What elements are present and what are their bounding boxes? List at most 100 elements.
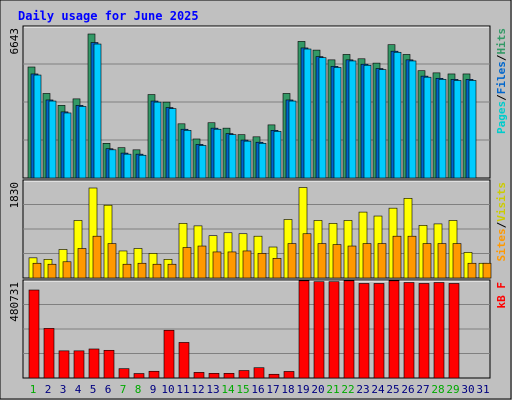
x-tick-label-day-31: 31 xyxy=(476,383,489,396)
legend-item: Visits xyxy=(495,182,508,222)
x-tick-label-day-27: 27 xyxy=(416,383,429,396)
bar-pages-day-5 xyxy=(93,43,102,179)
bar-sites-day-2 xyxy=(47,263,57,279)
legend: Pages/Files/Hits xyxy=(495,28,508,134)
bar-sites-day-9 xyxy=(152,263,162,279)
bar-pages-day-2 xyxy=(48,100,57,179)
x-tick-label-day-11: 11 xyxy=(176,383,189,396)
bar-kb-f-day-4 xyxy=(73,350,85,379)
bar-sites-day-20 xyxy=(317,243,327,279)
panel-bottom: 480731 kB F xyxy=(8,279,508,379)
bar-kb-f-day-9 xyxy=(148,370,160,379)
bar-kb-f-day-18 xyxy=(283,371,295,379)
bar-kb-f-day-16 xyxy=(253,367,265,379)
bar-kb-f-day-12 xyxy=(193,372,205,379)
legend-item: Sites xyxy=(495,228,508,261)
x-tick-label-day-9: 9 xyxy=(150,383,157,396)
bar-sites-day-8 xyxy=(137,262,147,279)
x-tick-label-day-21: 21 xyxy=(326,383,339,396)
bar-sites-day-15 xyxy=(242,250,252,279)
x-tick-label-day-12: 12 xyxy=(191,383,204,396)
max-value-label: 6643 xyxy=(8,28,21,55)
bar-sites-day-16 xyxy=(257,253,267,279)
bar-sites-day-13 xyxy=(212,251,222,279)
x-tick-label-day-4: 4 xyxy=(75,383,82,396)
max-value-label: 1830 xyxy=(8,182,21,209)
bar-sites-day-19 xyxy=(302,233,312,279)
bar-kb-f-day-19 xyxy=(298,280,310,379)
x-tick-label-day-22: 22 xyxy=(341,383,354,396)
bar-kb-f-day-2 xyxy=(43,328,55,379)
bar-pages-day-27 xyxy=(423,76,432,179)
x-tick-label-day-16: 16 xyxy=(251,383,264,396)
bar-pages-day-18 xyxy=(288,100,297,179)
bar-sites-day-11 xyxy=(182,247,192,279)
bar-pages-day-16 xyxy=(258,143,267,179)
x-tick-label-day-14: 14 xyxy=(221,383,235,396)
bar-kb-f-day-20 xyxy=(313,281,325,379)
x-tick-label-day-17: 17 xyxy=(266,383,279,396)
x-tick-label-day-6: 6 xyxy=(105,383,112,396)
x-tick-label-day-1: 1 xyxy=(30,383,37,396)
bar-kb-f-day-17 xyxy=(268,373,280,379)
bar-kb-f-day-11 xyxy=(178,342,190,379)
bar-pages-day-24 xyxy=(378,69,387,179)
bar-kb-f-day-21 xyxy=(328,281,340,379)
bar-kb-f-day-5 xyxy=(88,348,100,379)
x-tick-label-day-10: 10 xyxy=(161,383,174,396)
bar-kb-f-day-28 xyxy=(433,282,445,379)
bar-pages-day-9 xyxy=(153,101,162,179)
x-tick-label-day-28: 28 xyxy=(431,383,444,396)
x-tick-label-day-3: 3 xyxy=(60,383,67,396)
bar-sites-day-22 xyxy=(347,245,357,279)
bar-pages-day-26 xyxy=(408,60,417,179)
bar-sites-day-10 xyxy=(167,263,177,279)
bar-pages-day-15 xyxy=(243,140,252,179)
bar-sites-day-3 xyxy=(62,261,72,279)
legend-item: Hits xyxy=(495,28,508,55)
bar-pages-day-14 xyxy=(228,134,237,179)
x-tick-label-day-29: 29 xyxy=(446,383,459,396)
chart-title: Daily usage for June 2025 xyxy=(18,9,199,23)
bar-sites-day-7 xyxy=(122,263,132,279)
x-tick-label-day-13: 13 xyxy=(206,383,219,396)
bar-sites-day-17 xyxy=(272,258,282,279)
bar-pages-day-12 xyxy=(198,145,207,179)
bar-pages-day-1 xyxy=(33,74,42,179)
legend: kB F xyxy=(495,282,508,309)
x-tick-label-day-5: 5 xyxy=(90,383,97,396)
bar-pages-day-4 xyxy=(78,106,87,179)
bar-pages-day-23 xyxy=(363,64,372,179)
x-tick-label-day-30: 30 xyxy=(461,383,474,396)
x-tick-label-day-20: 20 xyxy=(311,383,324,396)
bar-pages-day-7 xyxy=(123,153,132,179)
bar-pages-day-17 xyxy=(273,131,282,179)
bar-kb-f-day-3 xyxy=(58,350,70,379)
x-tick-label-day-15: 15 xyxy=(236,383,249,396)
bar-pages-day-13 xyxy=(213,128,222,179)
bar-pages-day-19 xyxy=(303,48,312,179)
bar-sites-day-18 xyxy=(287,243,297,279)
bar-pages-day-25 xyxy=(393,51,402,179)
bar-sites-day-31 xyxy=(482,262,492,279)
legend-item: / xyxy=(495,94,508,101)
bar-pages-day-21 xyxy=(333,67,342,179)
bar-pages-day-10 xyxy=(168,108,177,179)
bar-sites-day-5 xyxy=(92,235,102,279)
x-tick-label-day-24: 24 xyxy=(371,383,385,396)
x-tick-label-day-19: 19 xyxy=(296,383,309,396)
bar-kb-f-day-13 xyxy=(208,373,220,379)
x-tick-label-day-18: 18 xyxy=(281,383,294,396)
x-tick-label-day-8: 8 xyxy=(135,383,142,396)
x-tick-label-day-23: 23 xyxy=(356,383,369,396)
legend-item: Files xyxy=(495,61,508,94)
legend: Sites/Visits xyxy=(495,182,508,262)
bar-kb-f-day-15 xyxy=(238,370,250,379)
x-tick-label-day-26: 26 xyxy=(401,383,414,396)
bar-kb-f-day-1 xyxy=(28,289,40,379)
bar-sites-day-29 xyxy=(452,243,462,279)
bar-kb-f-day-10 xyxy=(163,329,175,379)
bar-kb-f-day-25 xyxy=(388,280,400,379)
